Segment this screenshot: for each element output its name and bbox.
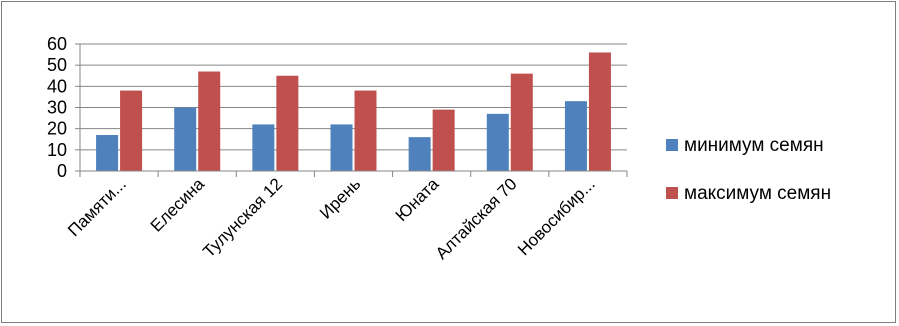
x-tick-label: Тулунская 12 [199, 174, 286, 261]
y-tick-label: 20 [47, 119, 67, 139]
bar-min [174, 107, 197, 171]
bar-max [432, 109, 455, 171]
legend-swatch [666, 187, 678, 199]
bar-min [96, 135, 119, 171]
x-tick-label: Алтайская 70 [432, 174, 521, 263]
x-tick-label: Юната [392, 174, 443, 225]
legend: минимум семян максимум семян [666, 135, 831, 204]
legend-label: максимум семян [684, 183, 831, 204]
bar-max [120, 90, 143, 171]
bar-max [354, 90, 377, 171]
bar-max [276, 75, 299, 171]
gridlines [80, 43, 627, 151]
x-tick-label: Ирень [316, 174, 364, 222]
bar-max [588, 52, 611, 171]
bar-min [252, 124, 275, 171]
bar-min [330, 124, 353, 171]
y-tick-label: 0 [57, 161, 67, 181]
y-tick-label: 10 [47, 140, 67, 160]
x-tick-label: Елесина [147, 174, 209, 236]
bar-min [486, 113, 509, 171]
y-tick-label: 60 [47, 34, 67, 54]
legend-swatch [666, 139, 678, 151]
y-tick-label: 50 [47, 55, 67, 75]
x-tick-label: Памяти... [64, 174, 130, 240]
bar-max [510, 73, 533, 171]
y-tick-label: 30 [47, 98, 67, 118]
y-tick-label: 40 [47, 76, 67, 96]
bar-min [408, 137, 431, 171]
x-tick-label: Новосибир... [514, 174, 599, 259]
bars [96, 52, 611, 171]
bar-max [198, 71, 221, 171]
bar-min [564, 101, 587, 171]
legend-label: минимум семян [684, 135, 824, 156]
